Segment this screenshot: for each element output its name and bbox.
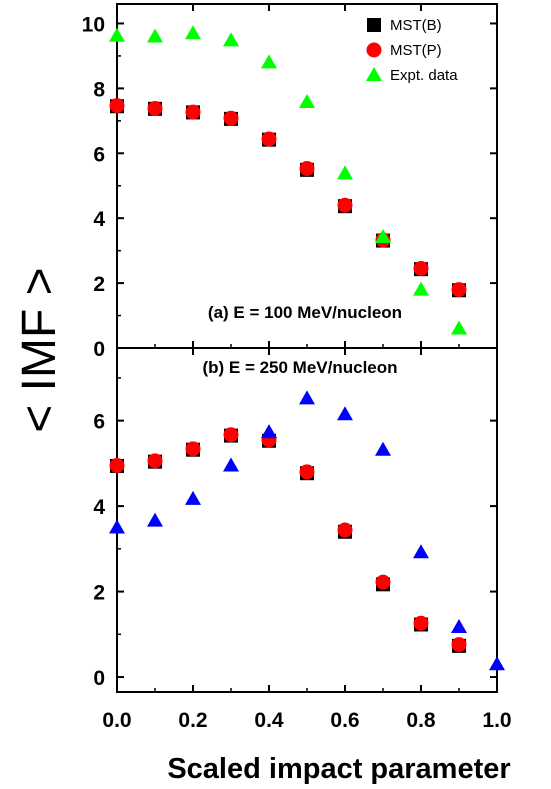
panel-b: 0.0 0.2 0.4 0.6 0.8 1.0 0 2 4 6 (b) E = 250 MeV/nu… xyxy=(93,347,512,732)
panel-a-expt-data-point xyxy=(337,165,353,180)
panel-a-expt-data-point xyxy=(147,28,163,43)
legend-label: Expt. data xyxy=(390,67,458,84)
y-tick-label: 0 xyxy=(93,667,105,690)
panel-a-mst-p-point xyxy=(147,100,163,116)
legend-label: MST(B) xyxy=(390,17,442,34)
panel-a-mst-p-point xyxy=(109,98,125,114)
panel-b-expt-data-point xyxy=(451,619,467,634)
panel-b-mst-p-point xyxy=(223,427,239,443)
panel-a-mst-p-point xyxy=(451,282,467,298)
panel-b-expt-data-point xyxy=(337,406,353,421)
panel-b-mst-p-point xyxy=(375,574,391,590)
x-tick-label: 1.0 xyxy=(482,709,511,732)
panel-b-expt-data-point xyxy=(375,441,391,456)
legend-label: MST(P) xyxy=(390,42,442,59)
panel-a-expt-data-point xyxy=(451,320,467,335)
y-tick-label: 2 xyxy=(93,582,105,605)
panel-b-expt-data-point xyxy=(223,457,239,472)
y-tick-label: 6 xyxy=(93,143,105,166)
legend-marker xyxy=(366,67,382,81)
x-tick-label: 0.2 xyxy=(178,709,207,732)
panel-b-mst-p-point xyxy=(299,464,315,480)
panel-b-title: (b) E = 250 MeV/nucleon xyxy=(202,358,397,377)
x-tick-label: 0.0 xyxy=(102,709,131,732)
panel-b-expt-data-point xyxy=(261,424,277,439)
panel-a-mst-p-point xyxy=(261,131,277,147)
panel-a-mst-p-point xyxy=(299,161,315,177)
panel-b-expt-data-point xyxy=(109,519,125,534)
panel-b-expt-data-point xyxy=(413,544,429,559)
panel-b-expt-data-point xyxy=(299,390,315,405)
panel-a-expt-data-point xyxy=(185,25,201,40)
legend-marker xyxy=(366,42,382,58)
panel-b-mst-p-point xyxy=(185,441,201,457)
panel-a-title: (a) E = 100 MeV/nucleon xyxy=(208,303,402,322)
panel-b-expt-data-point xyxy=(147,512,163,527)
x-tick-label: 0.8 xyxy=(406,709,436,732)
panel-a-mst-p-point xyxy=(223,110,239,126)
y-tick-label: 4 xyxy=(93,208,105,231)
y-tick-label: 10 xyxy=(82,13,105,36)
x-tick-label: 0.4 xyxy=(254,709,284,732)
y-tick-label: 2 xyxy=(93,273,105,296)
panel-b-expt-data-point xyxy=(185,490,201,505)
panel-a-mst-p-point xyxy=(413,260,429,276)
x-axis-title: Scaled impact parameter xyxy=(167,753,510,785)
panel-b-mst-p-point xyxy=(451,637,467,653)
panel-b-mst-p-point xyxy=(109,458,125,474)
y-tick-label: 6 xyxy=(93,411,105,434)
y-axis-title: < IMF > xyxy=(13,267,66,432)
x-tick-label: 0.6 xyxy=(330,709,359,732)
panel-a-expt-data-point xyxy=(299,94,315,109)
panel-b-mst-p-point xyxy=(413,615,429,631)
panel-a-mst-p-point xyxy=(337,197,353,213)
panel-a-expt-data-point xyxy=(375,229,391,244)
panel-b-mst-p-point xyxy=(147,453,163,469)
panel-a-expt-data-point xyxy=(223,32,239,47)
panel-b-expt-data-point xyxy=(489,656,505,671)
panel-a-expt-data-point xyxy=(109,27,125,42)
panel-a-expt-data-point xyxy=(413,281,429,296)
y-tick-label: 8 xyxy=(93,78,105,101)
panel-a-expt-data-point xyxy=(261,54,277,69)
y-tick-label: 4 xyxy=(93,496,105,519)
y-tick-label: 0 xyxy=(93,338,105,361)
legend-marker xyxy=(367,18,381,32)
panel-b-mst-p-point xyxy=(337,522,353,538)
panel-a-mst-p-point xyxy=(185,104,201,120)
legend: MST(B) MST(P) Expt. data xyxy=(366,17,458,84)
